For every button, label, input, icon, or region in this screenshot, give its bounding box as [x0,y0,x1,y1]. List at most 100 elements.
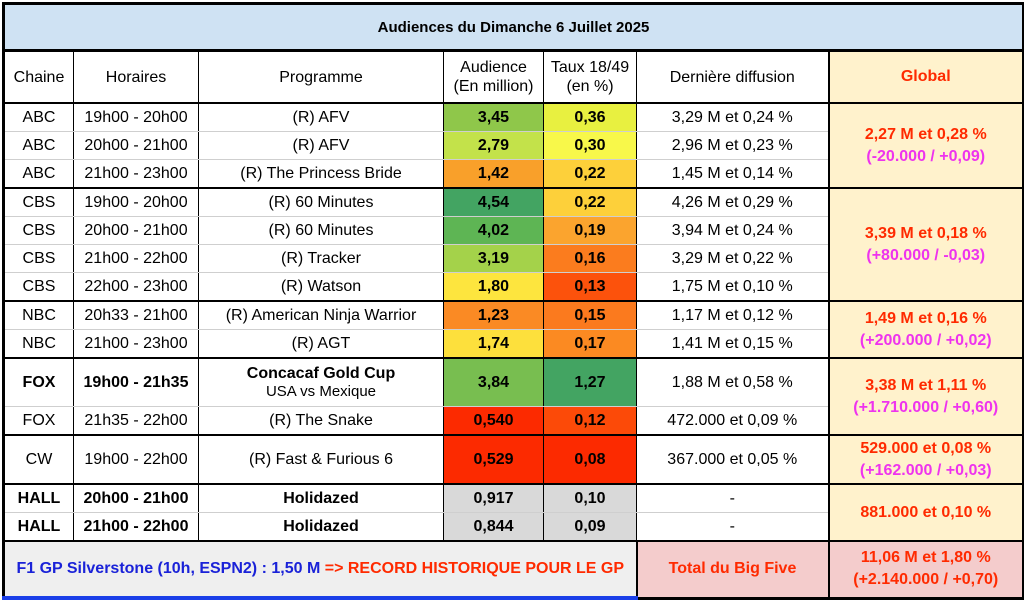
cell-horaires: 20h33 - 21h00 [73,300,199,330]
cell-programme: (R) Tracker [198,244,444,273]
cell-audience: 3,84 [443,357,544,407]
cell-horaires: 21h00 - 22h00 [73,244,199,273]
cell-horaires: 21h00 - 22h00 [73,512,199,542]
total-label: Total du Big Five [635,540,830,599]
header-programme: Programme [198,49,444,104]
header-taux-l1: Taux 18/49 [550,59,630,76]
global-value: 1,49 M et 0,16 % [864,309,987,327]
global-delta: (+80.000 / -0,03) [866,246,986,264]
cell-audience: 0,529 [443,434,544,485]
f1-note-red: => RECORD HISTORIQUE POUR LE GP [324,560,625,577]
cell-taux: 0,17 [543,329,637,359]
cell-programme: (R) 60 Minutes [198,187,444,217]
cell-audience: 3,45 [443,102,544,132]
table-row: FOX 21h35 - 22h00 (R) The Snake 0,540 0,12 47… [3,406,1024,436]
cell-global: 3,39 M et 0,18 % (+80.000 / -0,03) [827,187,1024,302]
cell-taux: 0,09 [543,512,637,542]
cell-global: 3,38 M et 1,11 % (+1.710.000 / +0,60) [827,357,1024,436]
table-title: Audiences du Dimanche 6 Juillet 2025 [1,2,1024,52]
cell-programme: Holidazed [198,512,444,542]
global-value: 2,27 M et 0,28 % [864,125,987,143]
cell-derniere: 1,75 M et 0,10 % [636,272,829,302]
cell-taux: 0,10 [543,483,637,513]
cell-taux: 0,08 [543,434,637,485]
cell-derniere: 3,29 M et 0,24 % [636,102,829,132]
cell-global: 881.000 et 0,10 % [827,483,1024,542]
f1-note-blue: F1 GP Silverstone (10h, ESPN2) : 1,50 M [16,560,321,577]
table-row: CBS 19h00 - 20h00 (R) 60 Minutes 4,54 0,22 4,… [3,187,1024,302]
global-value: 3,38 M et 1,11 % [865,376,987,394]
cell-chaine: NBC [3,329,74,359]
header-row: Chaine Horaires Programme Audience (En mi… [3,49,1024,104]
programme-title: Concacaf Gold Cup [246,365,396,382]
cell-taux: 0,12 [543,406,637,436]
cell-chaine: NBC [3,300,74,330]
cell-chaine: FOX [3,406,74,436]
total-l2: (+2.140.000 / +0,70) [853,571,999,589]
cell-programme: (R) AGT [198,329,444,359]
table-row: HALL 20h00 - 21h00 Holidazed 0,917 0,10- 881.… [3,483,1024,542]
cell-programme: (R) AFV [198,102,444,132]
cell-horaires: 19h00 - 20h00 [73,102,199,132]
cell-audience: 0,917 [443,483,544,513]
cell-programme: (R) Fast & Furious 6 [198,434,444,485]
cell-horaires: 21h35 - 22h00 [73,406,199,436]
cell-chaine: CBS [3,244,74,273]
cell-audience: 4,54 [443,187,544,217]
cell-chaine: CBS [3,216,74,245]
table-row: CBS 21h00 - 22h00 (R) Tracker 3,19 0,16 3,29 … [3,244,1024,273]
cell-derniere: 1,88 M et 0,58 % [636,357,829,407]
header-horaires: Horaires [73,49,199,104]
cell-horaires: 20h00 - 21h00 [73,216,199,245]
cell-taux: 0,36 [543,102,637,132]
cell-chaine: CBS [3,187,74,217]
cell-chaine: ABC [3,131,74,160]
global-value: 881.000 et 0,10 % [860,503,992,521]
programme-subtitle: USA vs Mexique [265,383,377,400]
footer-row: F1 GP Silverstone (10h, ESPN2) : 1,50 M … [3,540,1024,600]
cell-derniere: 1,17 M et 0,12 % [636,300,829,330]
cell-horaires: 19h00 - 20h00 [73,187,199,217]
header-audience-l2: (En million) [453,78,534,95]
cell-chaine: ABC [3,159,74,189]
f1-note: F1 GP Silverstone (10h, ESPN2) : 1,50 M … [3,540,638,600]
cell-chaine: HALL [3,483,74,513]
cell-taux: 0,13 [543,272,637,302]
total-l1: 11,06 M et 1,80 % [860,549,991,567]
cell-derniere: 1,41 M et 0,15 % [636,329,829,359]
table-row: CBS 20h00 - 21h00 (R) 60 Minutes 4,02 0,19 3,… [3,216,1024,245]
cell-derniere: 1,45 M et 0,14 % [636,159,829,189]
cell-audience: 1,23 [443,300,544,330]
cell-taux: 1,27 [543,357,637,407]
cell-horaires: 20h00 - 21h00 [73,131,199,160]
cell-horaires: 22h00 - 23h00 [73,272,199,302]
header-taux-l2: (en %) [566,78,614,95]
cell-global: 2,27 M et 0,28 % (-20.000 / +0,09) [827,102,1024,189]
cell-programme: (R) American Ninja Warrior [198,300,444,330]
cell-audience: 2,79 [443,131,544,160]
cell-audience: 3,19 [443,244,544,273]
cell-horaires: 19h00 - 22h00 [73,434,199,485]
cell-programme: (R) The Snake [198,406,444,436]
cell-programme: (R) AFV [198,131,444,160]
cell-programme: Holidazed [198,483,444,513]
cell-derniere: 472.000 et 0,09 % [636,406,829,436]
table-row: NBC 20h33 - 21h00 (R) American Ninja Warri… [3,300,1024,359]
global-delta: (+1.710.000 / +0,60) [853,398,999,416]
header-audience: Audience (En million) [443,49,544,104]
cell-audience: 0,540 [443,406,544,436]
header-chaine: Chaine [3,49,74,104]
global-value: 3,39 M et 0,18 % [864,224,987,242]
cell-audience: 1,80 [443,272,544,302]
cell-programme: (R) 60 Minutes [198,216,444,245]
cell-audience: 1,74 [443,329,544,359]
table-row: ABC 20h00 - 21h00 (R) AFV 2,79 0,30 2,96 M et… [3,131,1024,160]
table-row: CW 19h00 - 22h00 (R) Fast & Furious 6 0,529… [3,434,1024,485]
cell-taux: 0,22 [543,159,637,189]
cell-taux: 0,16 [543,244,637,273]
cell-programme: (R) Watson [198,272,444,302]
cell-taux: 0,15 [543,300,637,330]
cell-taux: 0,19 [543,216,637,245]
table-row: ABC 21h00 - 23h00 (R) The Princess Bride 1,… [3,159,1024,189]
